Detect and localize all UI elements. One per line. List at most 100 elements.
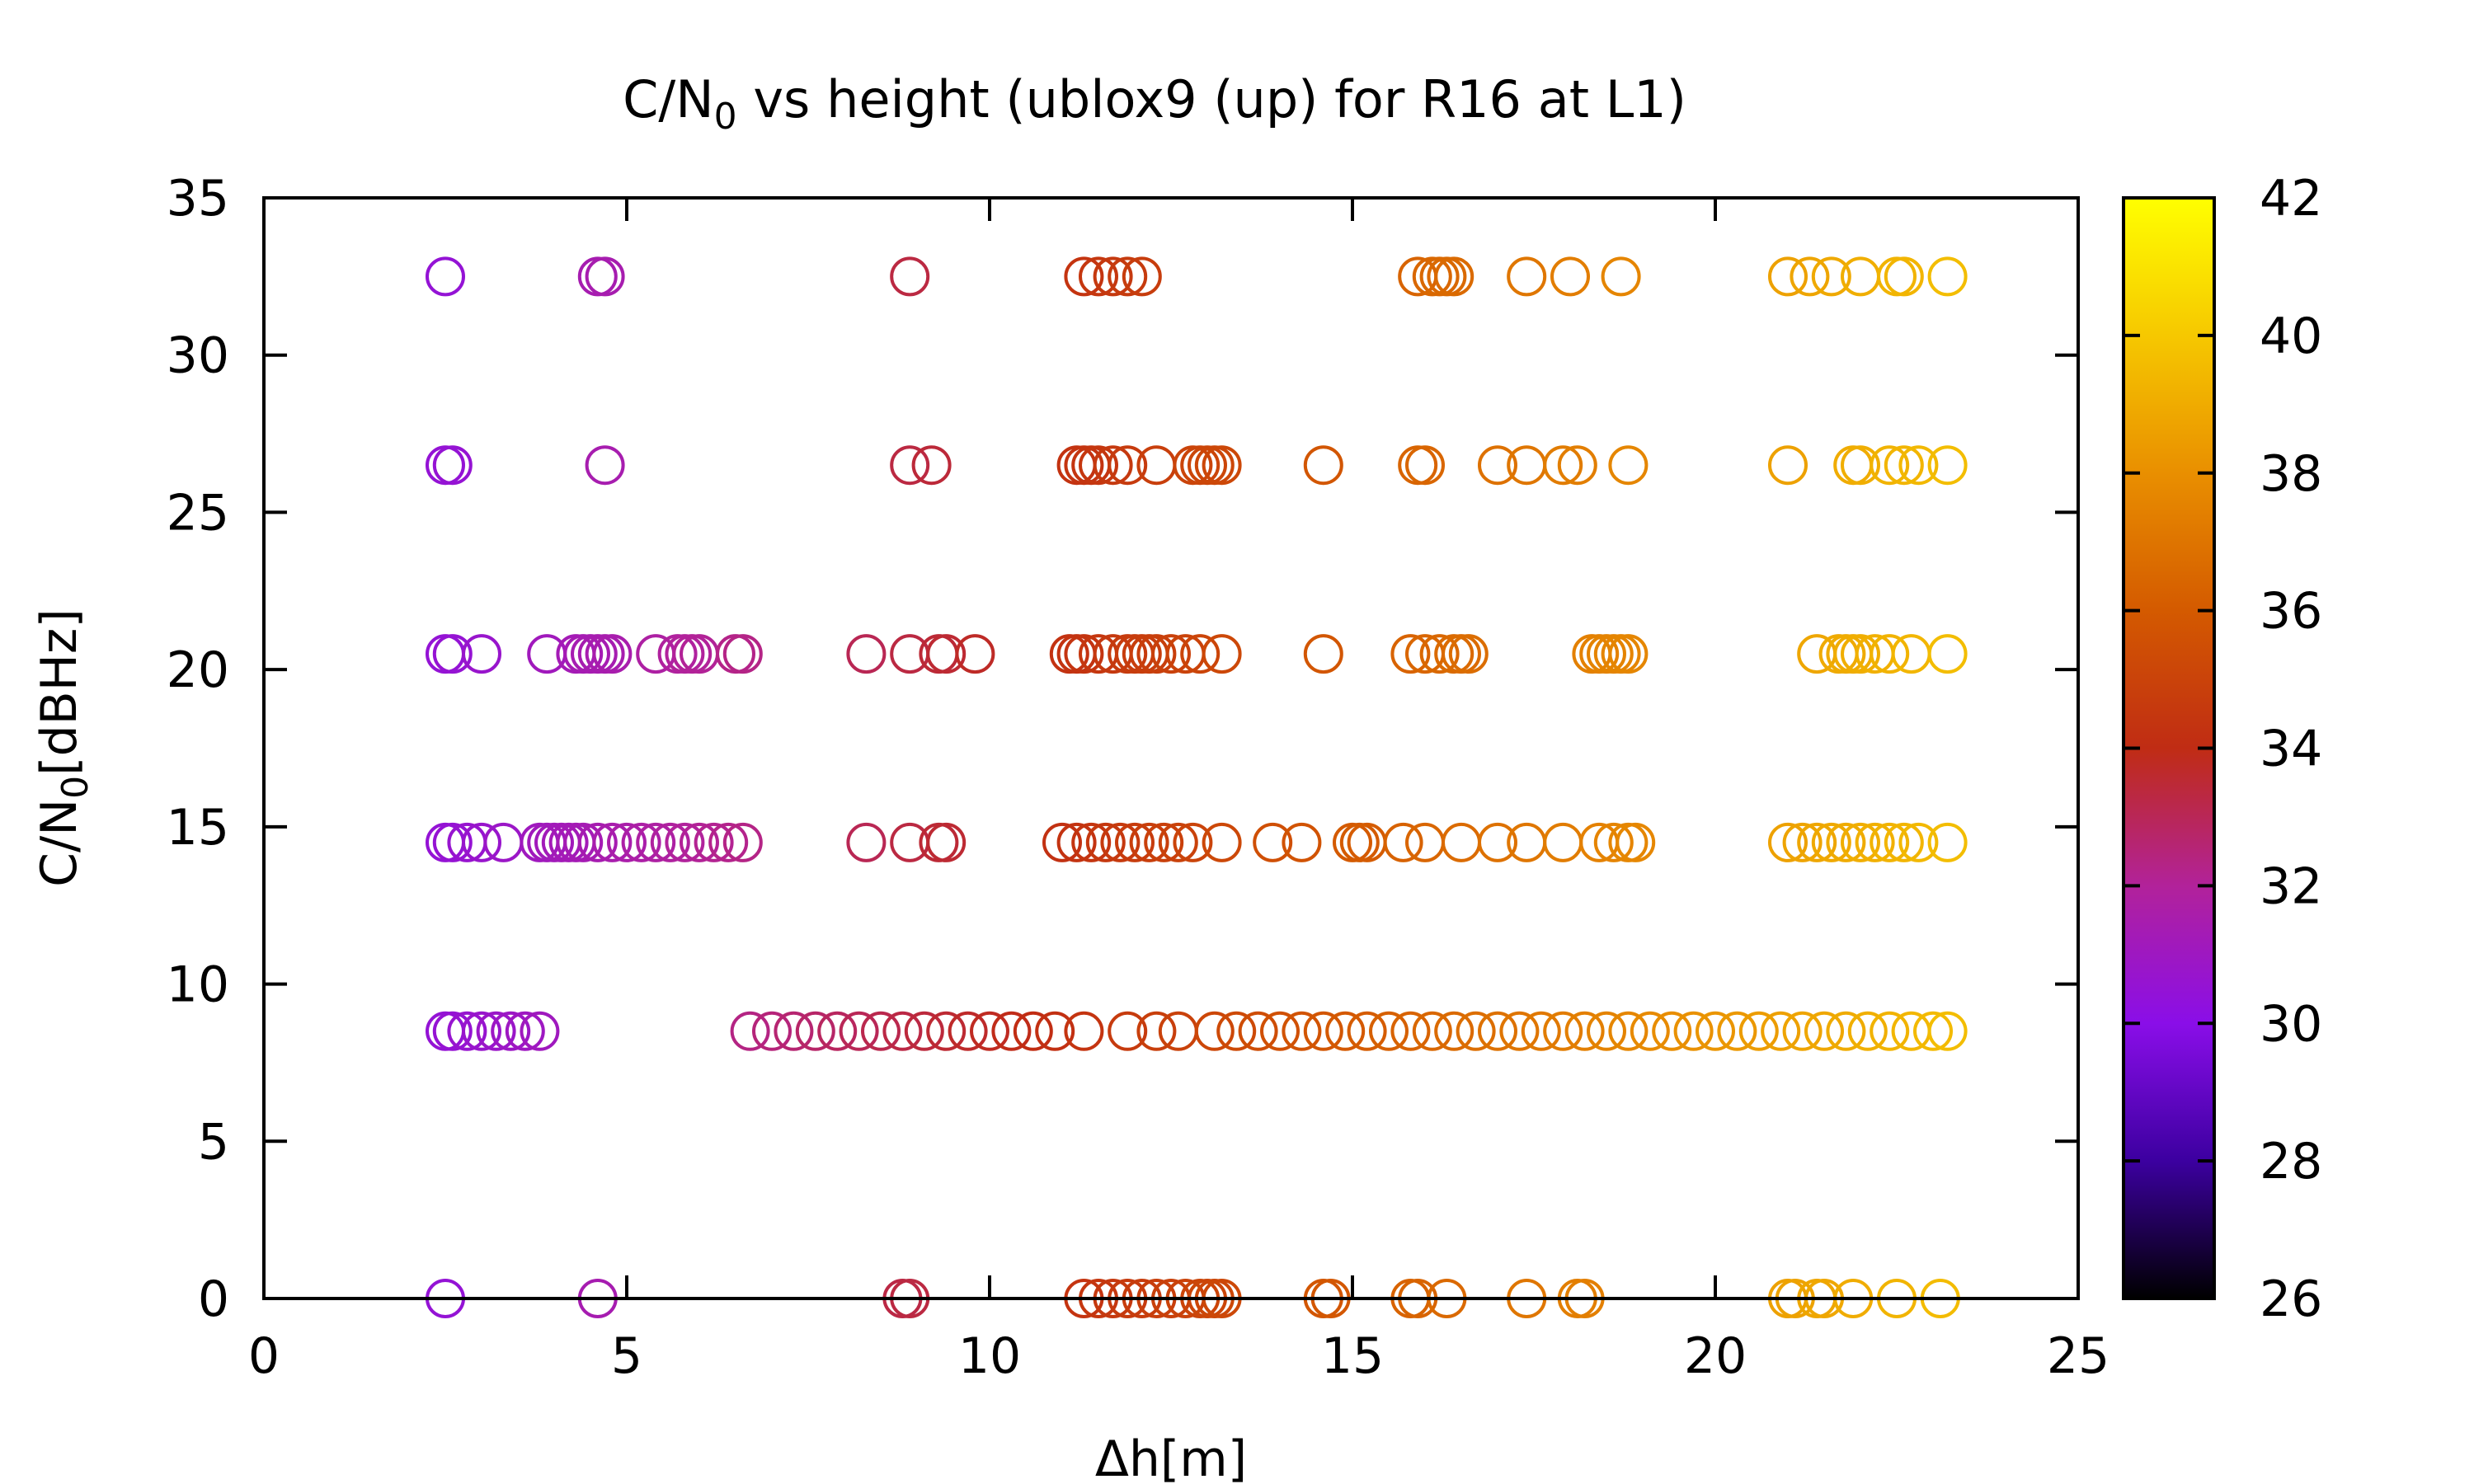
data-point xyxy=(919,634,959,674)
data-point xyxy=(505,1011,545,1051)
data-point xyxy=(1253,822,1293,862)
y-tick-label: 30 xyxy=(167,327,229,385)
x-tick-label: 10 xyxy=(958,1327,1021,1385)
data-point xyxy=(752,1011,792,1051)
data-point xyxy=(1768,445,1808,486)
data-point xyxy=(1593,822,1634,862)
data-point xyxy=(680,822,719,862)
data-point xyxy=(1093,256,1133,297)
x-tick-label: 25 xyxy=(2047,1327,2109,1385)
y-tick-label: 10 xyxy=(167,956,229,1014)
data-point xyxy=(483,822,524,862)
data-point xyxy=(1507,445,1547,486)
data-point xyxy=(1884,445,1924,486)
colorbar-tick-label: 36 xyxy=(2260,583,2322,641)
data-point xyxy=(1768,256,1808,297)
data-point xyxy=(1616,822,1656,862)
x-tick-label: 15 xyxy=(1321,1327,1384,1385)
data-point xyxy=(636,634,676,674)
data-point xyxy=(1079,256,1118,297)
y-tick-label: 15 xyxy=(167,799,229,857)
colorbar-tick-label: 32 xyxy=(2260,857,2322,915)
data-point xyxy=(890,445,930,486)
data-point xyxy=(708,822,749,862)
y-tick-label: 25 xyxy=(167,484,229,542)
data-point xyxy=(585,445,625,486)
data-point xyxy=(1144,822,1184,862)
data-point xyxy=(621,822,661,862)
chart-title-subscript: 0 xyxy=(714,96,737,138)
data-point xyxy=(991,1011,1032,1051)
data-point xyxy=(846,634,887,674)
data-point xyxy=(1108,1011,1148,1051)
data-point xyxy=(1442,822,1481,862)
data-point xyxy=(1108,256,1148,297)
data-point xyxy=(890,256,930,297)
data-point xyxy=(1434,256,1475,297)
data-point xyxy=(882,1011,923,1051)
data-point xyxy=(1071,822,1112,862)
data-point xyxy=(1499,1011,1540,1051)
data-point xyxy=(1521,1011,1561,1051)
data-point xyxy=(1013,1011,1053,1051)
data-point xyxy=(1419,634,1460,674)
data-point xyxy=(1891,634,1931,674)
data-point xyxy=(722,634,763,674)
data-point xyxy=(462,822,501,862)
data-point xyxy=(1587,1011,1626,1051)
data-point xyxy=(919,822,959,862)
chart-title: C/N0 vs height (ublox9 (up) for R16 at L… xyxy=(623,69,1686,138)
data-point xyxy=(694,822,734,862)
data-point xyxy=(1303,1011,1343,1051)
data-point xyxy=(476,1011,516,1051)
data-point xyxy=(911,445,952,486)
data-point xyxy=(1398,445,1438,486)
data-point xyxy=(1042,822,1082,862)
data-point xyxy=(1826,1011,1866,1051)
data-point xyxy=(1847,1011,1888,1051)
y-axis-label-prefix: C/N xyxy=(31,799,88,887)
data-point xyxy=(1507,256,1547,297)
data-point xyxy=(1035,1011,1075,1051)
data-point xyxy=(1303,445,1343,486)
data-point xyxy=(1543,822,1583,862)
data-point xyxy=(1564,1011,1605,1051)
data-point xyxy=(1064,256,1104,297)
x-tick-label: 0 xyxy=(248,1327,280,1385)
data-point xyxy=(1173,822,1213,862)
data-point xyxy=(665,822,705,862)
data-point xyxy=(1158,1011,1198,1051)
data-point xyxy=(890,822,930,862)
data-point xyxy=(426,634,465,674)
data-point xyxy=(1804,1011,1844,1051)
data-point xyxy=(585,256,625,297)
data-point xyxy=(1782,1011,1823,1051)
data-point xyxy=(1369,1011,1409,1051)
data-point xyxy=(1557,445,1597,486)
data-point xyxy=(1282,1011,1322,1051)
x-tick-label: 5 xyxy=(611,1327,642,1385)
data-point xyxy=(1383,822,1423,862)
data-point xyxy=(447,1011,487,1051)
y-tick-label: 5 xyxy=(198,1113,229,1171)
data-point xyxy=(1238,1011,1278,1051)
data-point xyxy=(1093,445,1133,486)
data-point xyxy=(1927,634,1968,674)
data-point xyxy=(1136,1011,1177,1051)
data-point xyxy=(432,822,473,862)
data-point xyxy=(948,1011,988,1051)
data-point xyxy=(650,822,690,862)
data-point xyxy=(1841,445,1880,486)
data-point xyxy=(1870,1011,1910,1051)
chart-title-suffix: vs height (ublox9 (up) for R16 at L1) xyxy=(737,69,1686,129)
data-point xyxy=(1202,634,1242,674)
data-point xyxy=(1056,822,1097,862)
data-point xyxy=(890,634,930,674)
colorbar-tick-label: 30 xyxy=(2260,995,2322,1053)
data-point xyxy=(1282,822,1322,862)
data-point xyxy=(1855,822,1895,862)
colorbar-tick-label: 26 xyxy=(2260,1270,2322,1328)
data-point xyxy=(1056,634,1097,674)
data-point xyxy=(1673,1011,1714,1051)
